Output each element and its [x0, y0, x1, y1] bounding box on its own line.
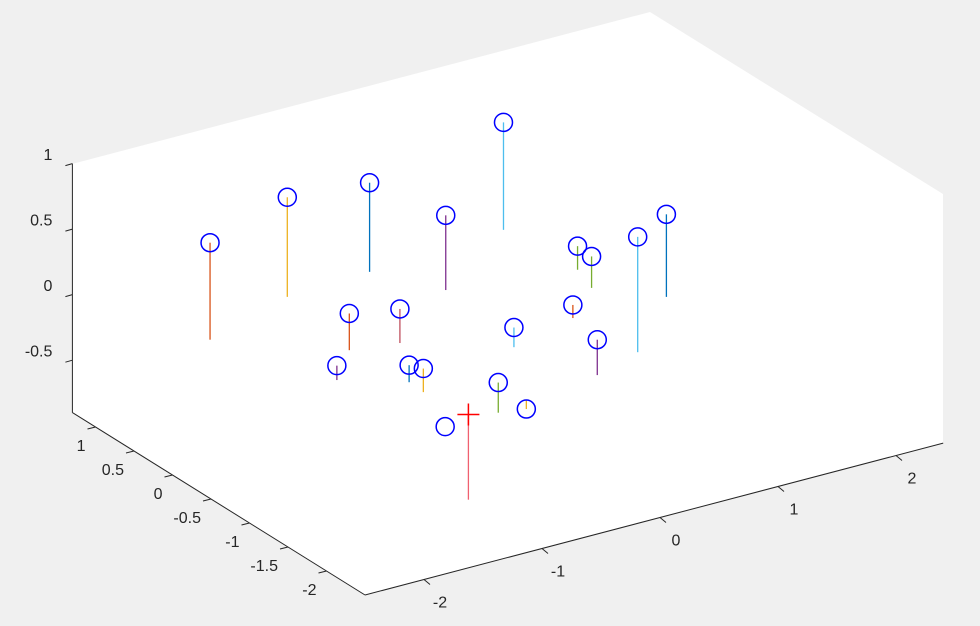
stem-marker: [567, 236, 588, 256]
stem-marker: [399, 355, 419, 375]
z-tick-label: 0: [43, 278, 52, 295]
stem-marker: [390, 299, 410, 319]
y-tick-label: 1: [77, 438, 86, 455]
x-axis: [364, 442, 944, 596]
y-tick-label: -1: [225, 534, 239, 551]
stem-marker: [516, 399, 537, 419]
stem-marker: [277, 187, 298, 208]
z-tick-label: 0.5: [30, 212, 52, 229]
x-tick-label: 0: [672, 533, 681, 550]
x-tick: [659, 517, 667, 523]
y-tick: [87, 426, 96, 430]
y-tick-label: 0: [154, 486, 163, 503]
stem-marker: [413, 358, 434, 379]
stem-marker: [656, 204, 677, 225]
stem-marker: [504, 317, 524, 338]
stem-marker: [581, 246, 602, 267]
x-tick-label: -2: [433, 595, 447, 612]
stem-marker: [339, 303, 360, 324]
highlight-marker: [457, 403, 480, 426]
y-tick-label: -0.5: [173, 510, 201, 527]
z-tick-label: -0.5: [25, 343, 53, 360]
stem-marker: [436, 205, 456, 226]
y-tick: [164, 474, 173, 478]
y-tick-label: -1.5: [250, 558, 278, 575]
stem-marker: [488, 372, 509, 393]
stem-marker: [627, 227, 648, 247]
stem-marker: [359, 172, 380, 193]
y-tick: [241, 522, 250, 526]
y-tick: [318, 570, 327, 574]
x-tick: [895, 455, 903, 461]
y-tick: [202, 498, 212, 502]
x-tick: [541, 548, 549, 554]
axes-background: [72, 12, 943, 595]
z-tick: [65, 228, 73, 232]
x-tick-label: 2: [908, 471, 917, 488]
x-tick-label: 1: [790, 502, 799, 519]
y-tick-label: 0.5: [102, 462, 124, 479]
stem-marker: [200, 232, 220, 253]
y-tick-label: -2: [302, 582, 316, 599]
z-tick: [65, 294, 73, 298]
x-tick: [777, 486, 785, 492]
y-tick: [279, 546, 289, 550]
stem-marker: [435, 416, 455, 437]
y-axis: [72, 412, 366, 596]
x-tick: [423, 579, 431, 585]
z-tick-label: 1: [43, 147, 52, 164]
y-tick: [125, 450, 135, 454]
stem-marker: [493, 112, 514, 133]
x-tick-label: -1: [551, 564, 565, 581]
stem-marker: [327, 355, 347, 376]
z-tick: [65, 359, 73, 363]
z-tick: [65, 163, 73, 167]
stem-marker: [563, 295, 583, 315]
stem-marker: [587, 329, 608, 350]
